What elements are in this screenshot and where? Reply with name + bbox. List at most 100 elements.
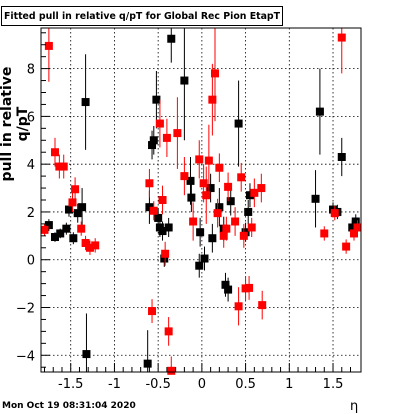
y-tick-label: −4 bbox=[16, 349, 35, 364]
y-tick-label: 6 bbox=[27, 110, 35, 125]
data-point bbox=[167, 34, 176, 43]
data-point bbox=[221, 280, 230, 289]
data-point bbox=[50, 148, 59, 157]
data-point bbox=[210, 69, 219, 78]
data-point bbox=[215, 163, 224, 172]
data-point bbox=[145, 203, 154, 212]
x-tick-label: -1 bbox=[108, 377, 121, 392]
data-point bbox=[78, 203, 87, 212]
data-point bbox=[145, 179, 154, 188]
data-point bbox=[195, 155, 204, 164]
data-point bbox=[231, 217, 240, 226]
data-point bbox=[161, 249, 170, 258]
y-tick-label: 0 bbox=[27, 254, 35, 269]
data-point bbox=[337, 33, 346, 42]
data-point bbox=[351, 217, 360, 226]
data-point bbox=[77, 224, 86, 233]
data-point bbox=[196, 228, 205, 237]
data-point bbox=[55, 162, 64, 171]
data-point bbox=[180, 76, 189, 85]
data-point bbox=[85, 243, 94, 252]
data-point bbox=[250, 188, 259, 197]
y-tick-label: −2 bbox=[16, 302, 35, 317]
data-point bbox=[204, 156, 213, 165]
data-point bbox=[160, 254, 169, 263]
data-point bbox=[208, 95, 217, 104]
data-point bbox=[143, 359, 152, 368]
data-point bbox=[40, 225, 49, 234]
data-point bbox=[195, 261, 204, 270]
data-point bbox=[149, 206, 158, 215]
data-point bbox=[245, 191, 254, 200]
data-point bbox=[62, 224, 71, 233]
x-tick-label: 0 bbox=[198, 377, 206, 392]
data-point bbox=[148, 307, 157, 316]
y-axis-label: pull in relative q/pT bbox=[0, 66, 31, 182]
y-tick-label: 2 bbox=[27, 206, 35, 221]
data-point bbox=[164, 223, 173, 232]
x-tick-label: 1.5 bbox=[323, 377, 344, 392]
data-point bbox=[180, 172, 189, 181]
data-point bbox=[81, 239, 90, 247]
data-point bbox=[234, 119, 243, 128]
data-point bbox=[353, 223, 362, 232]
data-point bbox=[239, 231, 248, 240]
data-point bbox=[68, 198, 77, 207]
data-point bbox=[348, 223, 357, 232]
data-point bbox=[149, 136, 158, 145]
data-point bbox=[258, 301, 267, 310]
data-point bbox=[200, 254, 209, 263]
data-point bbox=[213, 209, 222, 218]
data-point bbox=[173, 129, 182, 138]
data-point bbox=[222, 224, 231, 233]
y-tick-label: 4 bbox=[27, 158, 35, 173]
data-point bbox=[152, 95, 161, 104]
data-point bbox=[219, 231, 228, 240]
data-point bbox=[164, 327, 173, 336]
data-point bbox=[44, 221, 53, 230]
y-tick-label: 8 bbox=[27, 63, 35, 78]
data-point bbox=[234, 302, 243, 311]
data-point bbox=[315, 107, 324, 116]
data-point bbox=[82, 350, 91, 359]
chart-title-box: Fitted pull in relative q/pT for Global … bbox=[1, 6, 283, 26]
chart-title: Fitted pull in relative q/pT for Global … bbox=[3, 10, 281, 22]
data-point bbox=[73, 209, 82, 218]
x-tick-label: 0.5 bbox=[235, 377, 256, 392]
data-point bbox=[202, 191, 211, 200]
data-point bbox=[224, 285, 233, 294]
x-tick-label: -1.5 bbox=[58, 377, 83, 392]
data-point bbox=[148, 141, 157, 150]
data-point bbox=[311, 194, 320, 203]
data-point bbox=[342, 242, 351, 251]
ticks: −4 −2 0 2 4 6 8 -1.5 -1 -0.5 0 0.5 1 1.5 bbox=[16, 32, 352, 392]
data-point bbox=[71, 185, 80, 194]
data-point bbox=[330, 209, 339, 218]
data-point bbox=[69, 234, 78, 243]
data-point bbox=[186, 176, 195, 185]
data-point bbox=[187, 193, 196, 202]
data-point bbox=[320, 229, 329, 238]
data-point bbox=[91, 241, 100, 250]
data-point bbox=[56, 229, 65, 238]
data-point bbox=[167, 366, 176, 375]
x-tick-label: -0.5 bbox=[145, 377, 170, 392]
data-point bbox=[44, 41, 53, 50]
data-point bbox=[206, 184, 215, 193]
data-point bbox=[337, 153, 346, 161]
data-point bbox=[215, 203, 224, 212]
data-point bbox=[64, 205, 73, 214]
data-point bbox=[245, 283, 254, 292]
data-point bbox=[50, 233, 59, 242]
data-point bbox=[199, 179, 208, 188]
data-point bbox=[257, 184, 266, 193]
series-1 bbox=[40, 28, 362, 375]
timestamp: Mon Oct 19 08:31:04 2020 bbox=[2, 401, 136, 411]
data-point bbox=[247, 223, 256, 232]
data-point bbox=[208, 234, 217, 243]
data-point bbox=[81, 98, 90, 107]
data-point bbox=[162, 133, 171, 142]
data-point bbox=[244, 207, 253, 216]
data-point bbox=[158, 227, 167, 236]
